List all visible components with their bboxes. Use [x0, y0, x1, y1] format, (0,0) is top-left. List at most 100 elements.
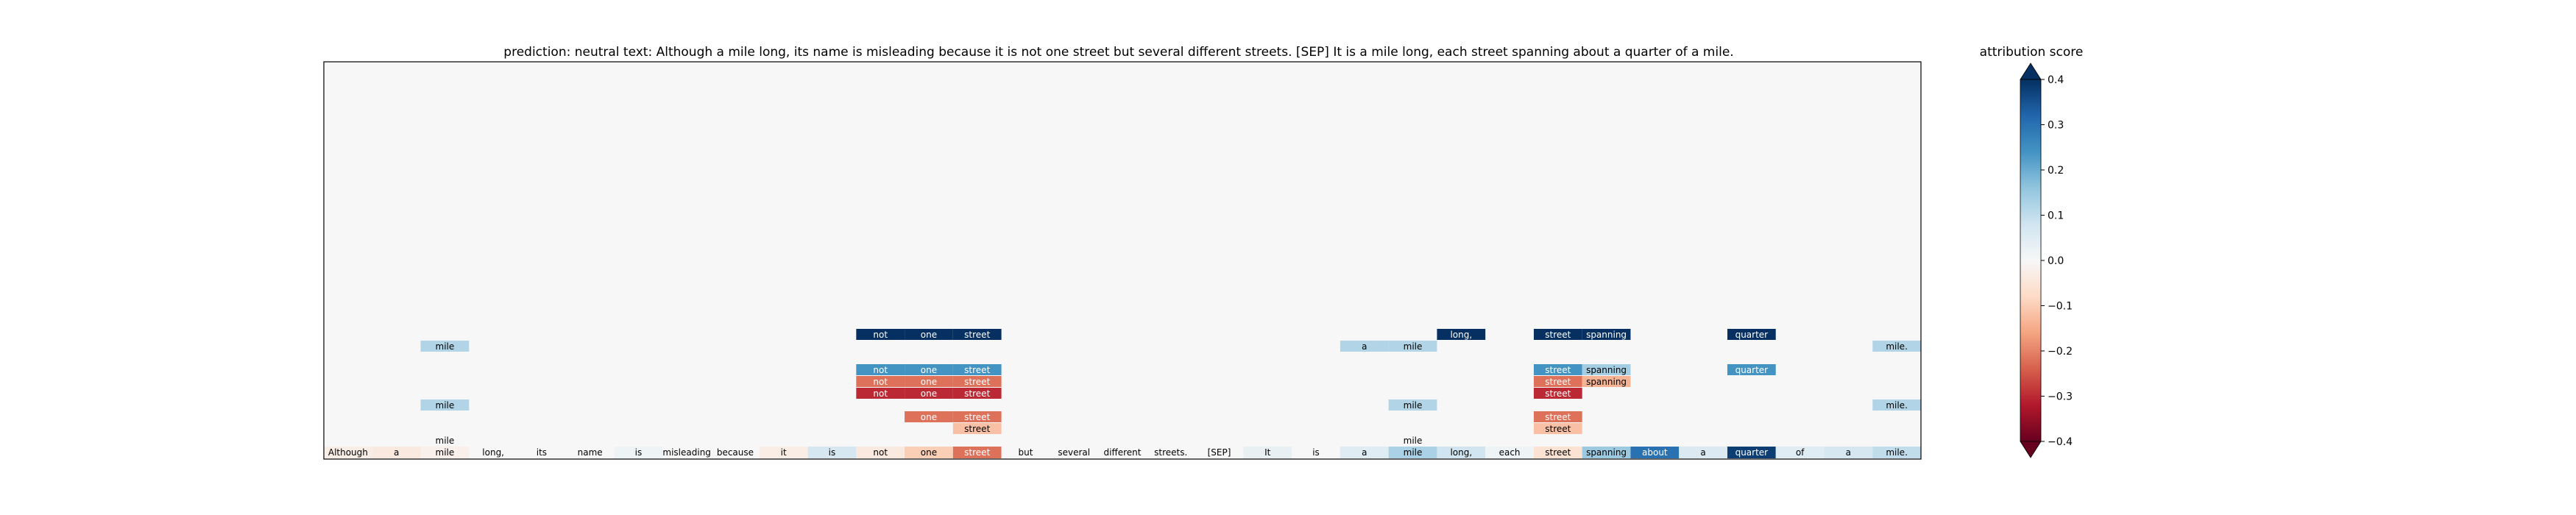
- token-label: is: [1312, 447, 1320, 458]
- cell-label: street: [964, 388, 990, 399]
- cell-fill: [905, 411, 953, 422]
- heatmap-cell: quarter: [1727, 364, 1776, 375]
- colorbar-tick-label: −0.1: [2048, 301, 2073, 313]
- cell-fill: [905, 388, 953, 399]
- cell-label: a: [1362, 341, 1367, 352]
- cell-label: spanning: [1586, 377, 1627, 387]
- token-label: name: [578, 447, 603, 458]
- token-label: its: [537, 447, 547, 458]
- cell-label: street: [1545, 424, 1571, 434]
- cell-fill: [1533, 423, 1582, 434]
- cell-label: spanning: [1586, 365, 1627, 375]
- heatmap-cell: mile: [420, 399, 470, 411]
- token-cell: [614, 447, 663, 458]
- heatmap-cell: not: [856, 376, 905, 387]
- cell-label: one: [921, 412, 937, 422]
- cell-fill: [1872, 399, 1921, 411]
- colorbar-gradient: [2020, 79, 2042, 442]
- heatmap-cell: street: [1533, 411, 1582, 422]
- token-label: streets.: [1154, 447, 1187, 458]
- colorbar-tick-label: −0.2: [2048, 346, 2073, 358]
- token-label: it: [781, 447, 787, 458]
- token-label: a: [1846, 447, 1851, 458]
- token-cell: [517, 447, 566, 458]
- colorbar-title: attribution score: [1980, 45, 2084, 60]
- heatmap-cell: one: [905, 411, 953, 422]
- token-label: Although: [328, 447, 368, 458]
- cell-fill: [952, 364, 1002, 375]
- token-label: is: [829, 447, 836, 458]
- cell-fill: [1388, 399, 1437, 411]
- token-label: mile: [436, 447, 455, 458]
- token-cell: [905, 447, 953, 458]
- cell-fill: [1872, 341, 1921, 352]
- heatmap-cell: street: [1533, 329, 1582, 340]
- cell-fill: [856, 388, 905, 399]
- cell-label: mile.: [1886, 341, 1908, 352]
- cell-fill: [1533, 376, 1582, 387]
- cell-fill: [1533, 411, 1582, 422]
- heatmap-cell: one: [905, 376, 953, 387]
- token-cell: [372, 447, 421, 458]
- token-cell: [1630, 447, 1680, 458]
- token-cell: [1872, 447, 1921, 458]
- cell-fill: [856, 376, 905, 387]
- heatmap-cell: street: [952, 423, 1002, 434]
- token-label: misleading: [662, 447, 711, 458]
- cell-label: mile: [1404, 341, 1423, 352]
- cell-fill: [905, 364, 953, 375]
- heatmap-cell: street: [952, 329, 1002, 340]
- heatmap-cell: street: [952, 388, 1002, 399]
- token-cell: [856, 447, 905, 458]
- heatmap-cell: street: [952, 376, 1002, 387]
- token-label: long,: [482, 447, 504, 458]
- cell-label: one: [921, 388, 937, 399]
- heatmap-cell: mile: [1388, 341, 1437, 352]
- cell-label: street: [964, 365, 990, 375]
- heatmap-cell: street: [1533, 376, 1582, 387]
- token-cell: [1243, 447, 1292, 458]
- token-label: a: [394, 447, 399, 458]
- cell-label: quarter: [1735, 365, 1769, 375]
- heatmap-cell: street: [1533, 364, 1582, 375]
- colorbar-tick-label: −0.4: [2048, 436, 2073, 448]
- cell-label: not: [873, 365, 888, 375]
- token-cell: [1292, 447, 1340, 458]
- cell-label: one: [921, 330, 937, 340]
- colorbar-tick-label: 0.3: [2048, 120, 2064, 132]
- cell-fill: [1533, 329, 1582, 340]
- cell-fill: [1582, 364, 1631, 375]
- token-label: spanning: [1586, 447, 1627, 458]
- heatmap-cell: mile: [420, 341, 470, 352]
- chart-title: prediction: neutral text: Although a mil…: [503, 45, 1733, 60]
- colorbar-extend-min: [2020, 441, 2042, 458]
- cell-label: street: [1545, 388, 1571, 399]
- token-cell: [1437, 447, 1486, 458]
- heatmap-cell: mile.: [1872, 341, 1921, 352]
- token-label: a: [1362, 447, 1367, 458]
- cell-label: street: [964, 412, 990, 422]
- cell-label: street: [1545, 412, 1571, 422]
- heatmap-cell: street: [952, 364, 1002, 375]
- token-label: one: [921, 447, 937, 458]
- cell-label: one: [921, 365, 937, 375]
- heatmap-cell: one: [905, 329, 953, 340]
- token-cell: [1775, 447, 1825, 458]
- token-cell: [1582, 447, 1631, 458]
- token-cell: [711, 447, 760, 458]
- heatmap-cell: long,: [1437, 329, 1486, 340]
- cell-fill: [1437, 329, 1486, 340]
- token-label: because: [717, 447, 754, 458]
- token-label: [SEP]: [1208, 447, 1231, 458]
- heatmap-cell: mile.: [1872, 399, 1921, 411]
- cell-fill: [1533, 364, 1582, 375]
- heatmap-cell: not: [856, 388, 905, 399]
- cell-fill: [952, 329, 1002, 340]
- colorbar-tick-label: 0.2: [2048, 165, 2064, 177]
- cell-fill: [1727, 329, 1776, 340]
- cell-fill: [1727, 364, 1776, 375]
- token-cell: [1001, 447, 1050, 458]
- colorbar-tick-label: −0.3: [2048, 391, 2073, 403]
- token-label: about: [1642, 447, 1668, 458]
